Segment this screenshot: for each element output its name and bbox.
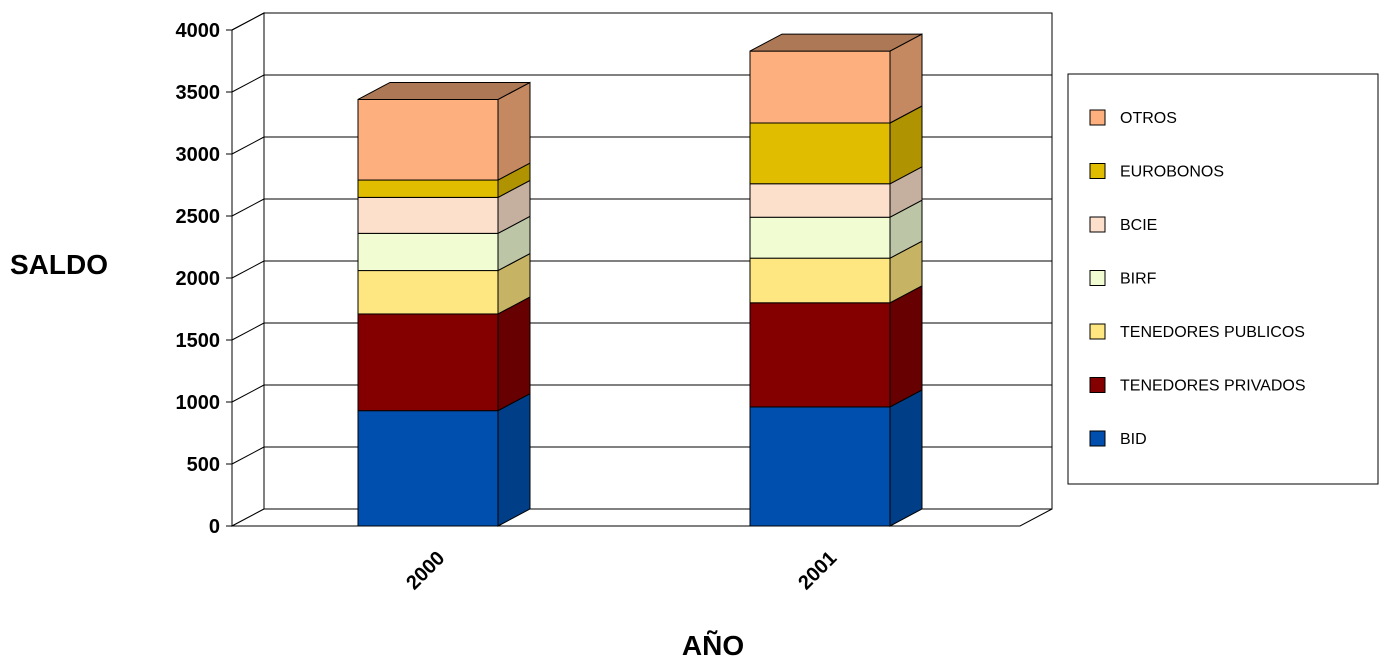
gridline-side — [231, 322, 265, 341]
bar-top-2000 — [357, 81, 531, 100]
bar-tenedores-publicos-2000 — [357, 270, 499, 315]
y-tick-label: 1500 — [176, 330, 221, 352]
legend-label-tenedores-privados: TENEDORES PRIVADOS — [1120, 378, 1306, 395]
y-tick-label: 3500 — [176, 82, 221, 104]
y-axis-title: SALDO — [10, 249, 108, 280]
legend-swatch-otros — [1089, 109, 1106, 126]
bar-tenedores-privados-2000 — [357, 313, 499, 412]
legend: OTROS EUROBONOS BCIE BIRF TENEDORES PUBLICOS… — [1067, 73, 1379, 485]
x-tick-label-2001: 2001 — [794, 547, 841, 594]
bar-side-bid-2000 — [497, 392, 531, 527]
x-axis-ticks: 2000 2001 — [402, 547, 841, 594]
bar-side-tenedores-privados-2000 — [497, 296, 531, 412]
gridline-side — [231, 198, 265, 217]
legend-label-eurobonos: EUROBONOS — [1120, 164, 1224, 181]
y-tick-label: 1000 — [176, 392, 221, 414]
bar-bid-2001 — [749, 406, 891, 527]
y-tick-label: 500 — [187, 454, 220, 476]
legend-swatch-birf — [1089, 270, 1106, 286]
legend-swatch-bid — [1089, 430, 1106, 447]
gridline-side — [231, 74, 265, 93]
bar-bcie-2001 — [749, 183, 891, 218]
y-axis-ticks: 0 500 1000 1500 2000 2500 3000 3500 4000 — [176, 20, 232, 538]
y-tick-label: 2500 — [176, 206, 221, 228]
bar-eurobonos-2000 — [357, 179, 499, 198]
x-tick-label-2000: 2000 — [402, 547, 449, 594]
x-axis-title: AÑO — [682, 630, 744, 661]
legend-swatch-eurobonos — [1089, 163, 1106, 179]
bar-birf-2000 — [357, 232, 499, 272]
legend-label-birf: BIRF — [1120, 271, 1157, 288]
bar-tenedores-publicos-2001 — [749, 257, 891, 304]
legend-label-tenedores-publicos: TENEDORES PUBLICOS — [1120, 324, 1305, 341]
legend-swatch-bcie — [1089, 216, 1106, 233]
chart-walls — [231, 12, 1053, 527]
bar-otros-2000 — [357, 98, 499, 181]
gridline-side — [231, 136, 265, 155]
gridline-side — [231, 446, 265, 465]
bar-stack-2001 — [749, 33, 923, 527]
gridline-side — [231, 12, 265, 31]
bar-top-2001 — [749, 33, 923, 52]
legend-swatch-tenedores-publicos — [1089, 323, 1106, 340]
legend-label-bcie: BCIE — [1120, 217, 1157, 234]
legend-swatch-tenedores-privados — [1089, 377, 1106, 393]
bar-side-bid-2001 — [889, 389, 923, 527]
bar-tenedores-privados-2001 — [749, 302, 891, 408]
bar-eurobonos-2001 — [749, 122, 891, 185]
bar-birf-2001 — [749, 216, 891, 259]
bar-stacks — [357, 33, 923, 527]
bar-stack-2000 — [357, 81, 531, 527]
y-tick-label: 2000 — [176, 268, 221, 290]
bar-otros-2001 — [749, 50, 891, 124]
legend-label-bid: BID — [1120, 431, 1147, 448]
legend-box — [1067, 73, 1379, 485]
legend-label-otros: OTROS — [1120, 110, 1177, 127]
y-tick-label: 4000 — [176, 20, 221, 42]
y-tick-label: 0 — [209, 516, 220, 538]
gridline-side — [231, 260, 265, 279]
gridline-side — [231, 384, 265, 403]
y-tick-label: 3000 — [176, 144, 221, 166]
bar-side-tenedores-privados-2001 — [889, 284, 923, 408]
bar-bcie-2000 — [357, 196, 499, 234]
bar-bid-2000 — [357, 410, 499, 527]
floor — [231, 508, 1053, 527]
